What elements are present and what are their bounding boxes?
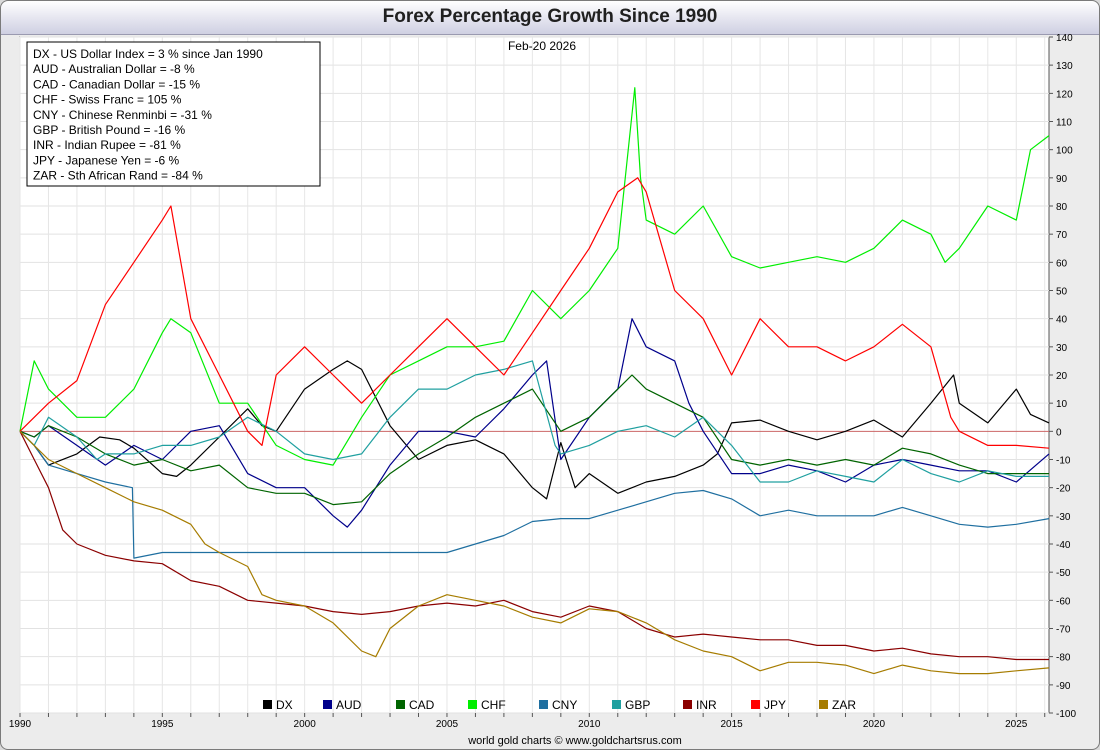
y-tick-label: 110 [1056, 118, 1072, 129]
y-tick-label: -80 [1056, 653, 1071, 664]
x-tick-label: 2010 [578, 719, 601, 730]
x-tick-label: 2025 [1005, 719, 1028, 730]
legend-label: JPY [764, 698, 786, 712]
x-tick-label: 2000 [294, 719, 317, 730]
y-tick-label: 100 [1056, 146, 1073, 157]
series-line-cad [19, 374, 1049, 506]
legend-item-dx: DX [263, 698, 293, 712]
y-tick-label: 120 [1056, 89, 1073, 100]
legend-swatch [819, 700, 828, 709]
legend-swatch [612, 700, 621, 709]
legend-item-gbp: GBP [612, 698, 650, 712]
y-tick-label: 80 [1056, 202, 1068, 213]
y-tick-label: -50 [1056, 568, 1071, 579]
info-line: INR - Indian Rupee = -81 % [33, 138, 181, 152]
info-line: CNY - Chinese Renminbi = -31 % [33, 108, 212, 122]
legend-item-inr: INR [683, 698, 717, 712]
info-line: GBP - British Pound = -16 % [33, 123, 186, 137]
series-line-chf [19, 87, 1050, 466]
series-line-jpy [19, 177, 1050, 449]
y-tick-label: 20 [1056, 371, 1068, 382]
legend-label: INR [696, 698, 717, 712]
info-line: CAD - Canadian Dollar = -15 % [33, 77, 200, 91]
y-tick-label: -90 [1056, 681, 1071, 692]
legend-item-cad: CAD [396, 698, 435, 712]
x-tick-label: 1995 [151, 719, 174, 730]
info-line: JPY - Japanese Yen = -6 % [33, 153, 180, 167]
legend-swatch [323, 700, 332, 709]
series-group [19, 87, 1050, 675]
series-line-aud [19, 318, 1050, 528]
legend-swatch [263, 700, 272, 709]
y-tick-label: 10 [1056, 399, 1068, 410]
y-tick-label: 130 [1056, 61, 1073, 72]
legend-label: ZAR [832, 698, 856, 712]
grid [19, 36, 1049, 714]
legend-item-cny: CNY [539, 698, 577, 712]
x-tick-label: 2015 [720, 719, 743, 730]
legend-swatch [751, 700, 760, 709]
y-tick-label: 40 [1056, 315, 1068, 326]
y-tick-label: -30 [1056, 512, 1071, 523]
y-tick-label: 140 [1056, 33, 1073, 44]
y-tick-label: 50 [1056, 287, 1068, 298]
y-tick-label: 70 [1056, 230, 1068, 241]
x-tick-label: 2005 [436, 719, 459, 730]
legend-item-jpy: JPY [751, 698, 786, 712]
info-line: DX - US Dollar Index = 3 % since Jan 199… [33, 47, 263, 61]
info-line: ZAR - Sth African Rand = -84 % [33, 169, 203, 183]
y-tick-label: -100 [1056, 709, 1076, 720]
legend-item-chf: CHF [468, 698, 506, 712]
y-axis: -100-90-80-70-60-50-40-30-20-10010203040… [1049, 33, 1076, 720]
legend-item-aud: AUD [323, 698, 362, 712]
chart-title: Forex Percentage Growth Since 1990 [382, 6, 718, 27]
y-tick-label: -60 [1056, 596, 1071, 607]
info-box [26, 41, 321, 187]
legend-swatch [539, 700, 548, 709]
x-axis: 1990 1995 2000 2005 2010 2015 2020 2025 [9, 713, 1046, 730]
legend-swatch [683, 700, 692, 709]
y-tick-label: 30 [1056, 343, 1068, 354]
legend-label: CNY [552, 698, 577, 712]
legend-item-zar: ZAR [819, 698, 856, 712]
legend-label: AUD [336, 698, 362, 712]
legend-label: CHF [481, 698, 506, 712]
x-tick-label: 2020 [863, 719, 886, 730]
y-tick-label: -10 [1056, 456, 1071, 467]
legend-label: DX [276, 698, 293, 712]
legend-label: CAD [409, 698, 435, 712]
y-tick-label: 90 [1056, 174, 1068, 185]
legend-label: GBP [625, 698, 650, 712]
footer-credit: world gold charts © www.goldchartsrus.co… [467, 735, 682, 747]
x-tick-label: 1990 [9, 719, 32, 730]
y-tick-label: -40 [1056, 540, 1071, 551]
series-line-gbp [19, 360, 1049, 483]
info-line: AUD - Australian Dollar = -8 % [33, 62, 195, 76]
legend-swatch [468, 700, 477, 709]
chart-date: Feb-20 2026 [508, 39, 576, 53]
series-line-zar [19, 430, 1050, 675]
y-tick-label: 0 [1056, 427, 1062, 438]
title-bar: Forex Percentage Growth Since 1990 [1, 1, 1099, 35]
series-line-inr [19, 431, 1049, 661]
series-line-dx [19, 360, 1050, 500]
info-box-lines: DX - US Dollar Index = 3 % since Jan 199… [33, 47, 263, 183]
y-tick-label: 60 [1056, 258, 1068, 269]
y-tick-label: -70 [1056, 625, 1071, 636]
legend-swatch [396, 700, 405, 709]
info-line: CHF - Swiss Franc = 105 % [33, 93, 182, 107]
legend: DX AUD CAD CHF CNY GBP INR JPY ZAR [263, 698, 856, 712]
y-tick-label: -20 [1056, 484, 1071, 495]
series-line-cny [19, 430, 1050, 559]
